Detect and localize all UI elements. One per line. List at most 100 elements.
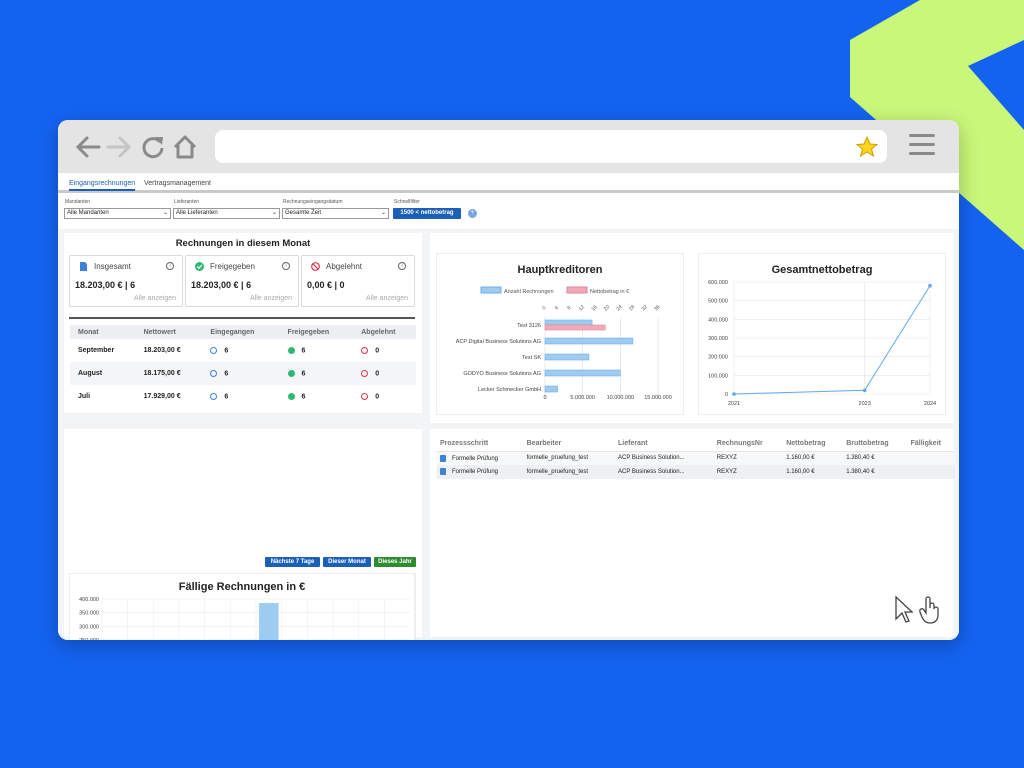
next-7-days-button[interactable]: Nächste 7 Tage [265,557,320,567]
document-icon [440,454,446,462]
y-tick-label: 300.000 [79,624,99,630]
chart-frame [698,253,946,415]
datum-label: Rechnungseingangsdatum [283,199,343,205]
address-bar[interactable] [215,130,887,163]
x-tick-label: 2024 [924,401,936,407]
y-tick-label: 400.000 [708,317,728,323]
month-summary-title: Rechnungen in diesem Monat [175,238,311,249]
add-filter-icon[interactable]: + [468,209,477,218]
check-circle-icon [287,392,295,400]
tab-vertragsmanagement[interactable]: Vertragsmanagement [144,180,211,187]
approved-value: 6 [301,347,306,355]
supplier-cell: ACP Business Solution... [615,465,714,479]
this-month-button[interactable]: Dieser Monat [323,557,371,567]
info-icon[interactable]: i [398,262,406,270]
net-cell: 1.160,00 € [783,465,844,479]
col-bruttobetrag[interactable]: Bruttobetrag [846,440,889,448]
y-tick-label: 600.000 [708,280,728,286]
in-cell: 6 [202,339,279,362]
col-bearbeiter[interactable]: Bearbeiter [526,440,562,448]
data-point [862,388,867,393]
hauptkreditoren-chart: Hauptkreditoren Anzahl Rechnungen Nettobet… [436,253,684,415]
arrow-cursor-icon [895,595,914,623]
ban-icon [361,346,369,354]
approved-cell: 6 [280,339,354,362]
bar-anzahl [544,353,590,361]
chevron-down-icon: ⌄ [271,210,277,216]
chart-title: Gesamtnettobetrag [772,264,873,276]
mandanten-select[interactable]: Alle Mandanten ⌄ [64,208,171,219]
in-value: 6 [224,370,229,378]
card-freigegeben[interactable]: Freigegeben i 18.203,00 € | 6 Alle anzei… [185,255,299,307]
rejected-value: 0 [375,347,380,355]
legend-label: Anzahl Rechnungen [504,289,554,295]
col-lieferant[interactable]: Lieferant [618,440,648,448]
card-value: 0,00 € | 0 [307,280,345,290]
chart-frame [436,253,684,415]
show-all-link[interactable]: Alle anzeigen [133,295,176,302]
datum-select[interactable]: Gesamte Zeit ⌄ [282,208,389,219]
in-value: 6 [224,393,229,401]
table-row[interactable]: Formelle Prüfung formelle_pruefung_test … [437,450,955,465]
table-row[interactable]: August 18.175,00 € 6 6 0 [70,362,416,385]
category-label: Test SK [522,355,541,361]
col-eingegangen: Eingegangen [202,325,280,339]
reload-icon[interactable] [138,132,168,162]
back-arrow-icon[interactable] [72,132,102,162]
x-tick-label: 2021 [728,401,740,407]
col-nettobetrag[interactable]: Nettobetrag [786,440,826,448]
card-label: Abgelehnt [326,262,363,271]
this-year-button[interactable]: Dieses Jahr [374,557,416,567]
top-tick-label: 28 [628,304,636,312]
card-value: 18.203,00 € | 6 [75,280,136,290]
table-row[interactable]: Juli 17.929,00 € 6 6 0 [70,385,416,408]
col-freigegeben: Freigegeben [279,325,354,339]
gross-cell: 1.380,40 € [843,465,908,479]
home-icon[interactable] [170,132,200,162]
ban-icon [361,392,369,400]
faellige-rechnungen-chart: Fällige Rechnungen in €050.000100.000150… [69,573,416,640]
col-rechnungsnr[interactable]: RechnungsNr [716,440,763,448]
top-tick-label: 20 [603,304,611,312]
document-icon [80,262,87,271]
rejected-cell: 0 [353,385,416,408]
top-tick-label: 0 [541,305,547,311]
month-cell: August [70,362,136,385]
rejected-value: 0 [375,370,380,378]
info-icon[interactable]: i [282,262,290,270]
arrow-in-icon [210,392,218,400]
table-row[interactable]: September 18.203,00 € 6 6 0 [70,339,416,362]
check-circle-icon [287,369,295,377]
col-faelligkeit[interactable]: Fälligkeit [910,440,941,448]
hamburger-menu-icon[interactable] [909,134,935,158]
filter-bar: Mandanten Alle Mandanten ⌄ Lieferanten Al… [58,193,959,229]
card-abgelehnt[interactable]: Abgelehnt i 0,00 € | 0 Alle anzeigen [301,255,415,307]
user-cell: formelle_pruefung_test [523,465,615,479]
approved-cell: 6 [280,385,354,408]
approved-value: 6 [301,370,306,378]
hand-cursor-icon [919,596,939,624]
quickfilter-button[interactable]: 1500 < nettobetrag [393,208,461,219]
due-cell [907,465,955,479]
star-icon[interactable] [855,135,879,159]
show-all-link[interactable]: Alle anzeigen [249,295,292,302]
data-point [732,392,736,396]
show-all-link[interactable]: Alle anzeigen [365,295,408,302]
forward-arrow-icon[interactable] [105,132,135,162]
table-row[interactable]: Formelle Prüfung formelle_pruefung_test … [437,465,955,479]
lieferanten-select[interactable]: Alle Lieferanten ⌄ [173,208,280,219]
arrow-in-icon [210,369,218,377]
info-icon[interactable]: i [166,262,174,270]
in-cell: 6 [202,362,280,385]
rejected-cell: 0 [353,362,416,385]
mandanten-value: Alle Mandanten [67,210,109,216]
check-circle-icon [287,346,295,354]
tab-eingangsrechnungen[interactable]: Eingangsrechnungen [69,180,136,191]
bar-anzahl [544,369,621,377]
gesamtnettobetrag-chart: Gesamtnettobetrag 0 100.000 200.000 300.000 4… [698,253,946,415]
col-prozessschritt[interactable]: Prozessschritt [440,440,489,448]
card-insgesamt[interactable]: Insgesamt i 18.203,00 € | 6 Alle anzeige… [69,255,183,307]
card-label: Insgesamt [94,262,131,271]
legend-swatch [566,286,588,294]
y-tick-label: 200.000 [708,355,728,361]
